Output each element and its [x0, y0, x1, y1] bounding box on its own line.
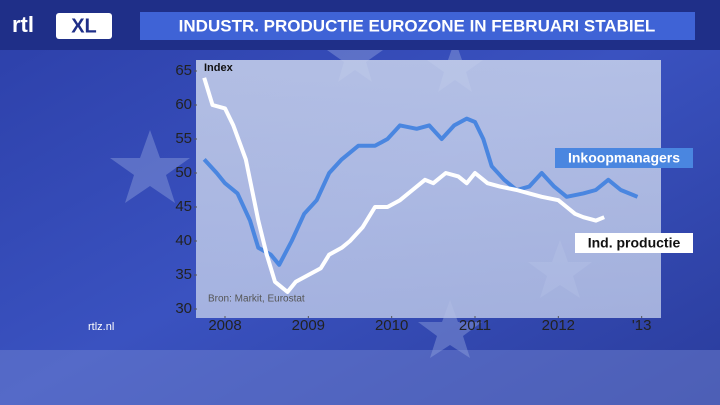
chart-title: INDUSTR. PRODUCTIE EUROZONE IN FEBRUARI … — [179, 16, 656, 35]
lower-band — [0, 350, 720, 405]
source: Bron: Markit, Eurostat — [208, 294, 305, 305]
y-tick-label: 65 — [175, 62, 192, 79]
series-label: Inkoopmanagers — [568, 150, 680, 166]
y-tick-label: 45 — [175, 198, 192, 215]
logo-badge-box — [56, 13, 112, 39]
y-tick-label: 50 — [175, 164, 192, 181]
x-tick-label: '13 — [632, 317, 652, 334]
series-label-box — [575, 233, 693, 253]
y-tick-label: 60 — [175, 96, 192, 113]
y-tick-label: 55 — [175, 130, 192, 147]
x-tick-label: 2010 — [375, 317, 408, 334]
y-tick-label: 35 — [175, 266, 192, 283]
x-tick-label: 2012 — [542, 317, 575, 334]
x-tick-label: 2009 — [292, 317, 325, 334]
y-axis-label: Index — [204, 62, 234, 74]
x-tick-label: 2011 — [459, 317, 491, 334]
series-line — [202, 77, 605, 294]
x-tick-label: 2008 — [208, 317, 241, 334]
logo: rtl — [12, 12, 34, 37]
logo-badge: XL — [71, 15, 97, 37]
plot-panel — [196, 60, 661, 318]
series-label: Ind. productie — [588, 235, 681, 251]
title-box — [140, 12, 695, 40]
y-tick-label: 40 — [175, 232, 192, 249]
series-line — [202, 116, 639, 267]
series-label-box — [555, 148, 693, 168]
site: rtlz.nl — [88, 321, 114, 333]
y-tick-label: 30 — [175, 300, 192, 317]
